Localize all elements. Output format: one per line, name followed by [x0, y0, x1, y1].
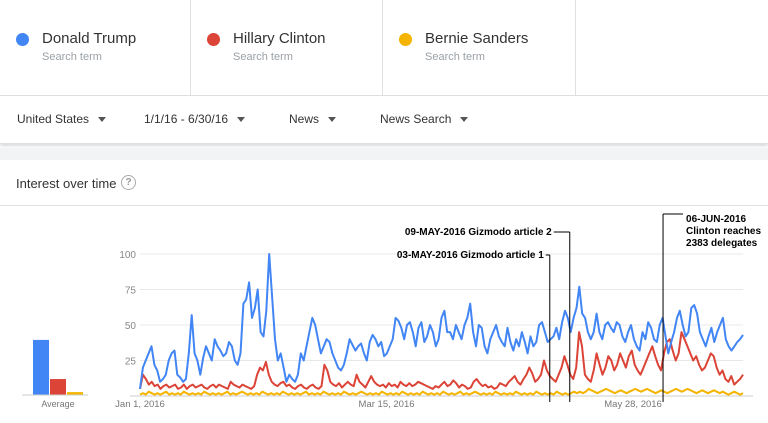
- series-line-bernie-sanders: [139, 387, 744, 396]
- region-label: United States: [17, 112, 90, 126]
- category-dropdown[interactable]: News: [289, 112, 337, 126]
- annotation-label: 09-MAY-2016 Gizmodo article 2: [405, 227, 552, 238]
- y-tick-label: 50: [125, 321, 137, 332]
- search-terms-bar: Donald Trump Search term Hillary Clinton…: [0, 0, 768, 96]
- x-tick-label: Jan 1, 2016: [115, 399, 165, 410]
- region-dropdown[interactable]: United States: [17, 112, 107, 126]
- search-term-name: Hillary Clinton: [233, 30, 326, 47]
- search-term-name: Donald Trump: [42, 30, 137, 47]
- category-label: News: [289, 112, 320, 126]
- caret-down-icon: [237, 117, 246, 123]
- date-range-label: 1/1/16 - 6/30/16: [144, 112, 229, 126]
- date-range-dropdown[interactable]: 1/1/16 - 6/30/16: [144, 112, 246, 126]
- annotation-label: 06-JUN-2016: [686, 214, 746, 225]
- series-color-dot: [399, 33, 412, 46]
- search-term-type: Search term: [42, 51, 102, 63]
- average-label: Average: [41, 399, 74, 409]
- caret-down-icon: [98, 117, 107, 123]
- caret-down-icon: [328, 117, 337, 123]
- y-tick-label: 100: [119, 250, 136, 261]
- average-bar: [33, 339, 49, 395]
- section-separator: [0, 148, 768, 160]
- card-title: Interest over time: [16, 176, 117, 191]
- series-line-donald-trump: [139, 253, 744, 390]
- annotation-label: 2383 delegates: [686, 238, 758, 249]
- help-circle-icon[interactable]: ?: [121, 175, 136, 190]
- annotation-label: 03-MAY-2016 Gizmodo article 1: [397, 250, 544, 261]
- search-term-card[interactable]: Bernie Sanders Search term: [383, 0, 576, 95]
- average-bar: [67, 392, 83, 395]
- interest-card-header: Interest over time ?: [0, 160, 768, 206]
- annotation-label: Clinton reaches: [686, 226, 761, 237]
- search-type-label: News Search: [380, 112, 452, 126]
- search-term-type: Search term: [233, 51, 293, 63]
- search-type-dropdown[interactable]: News Search: [380, 112, 469, 126]
- search-term-card[interactable]: Hillary Clinton Search term: [191, 0, 383, 95]
- search-term-name: Bernie Sanders: [425, 30, 529, 47]
- x-tick-label: May 28, 2016: [604, 399, 662, 410]
- filter-bar: United States 1/1/16 - 6/30/16 News News…: [0, 96, 768, 144]
- series-color-dot: [207, 33, 220, 46]
- caret-down-icon: [460, 117, 469, 123]
- average-bar: [50, 379, 66, 395]
- series-color-dot: [16, 33, 29, 46]
- y-tick-label: 25: [125, 357, 137, 368]
- search-term-type: Search term: [425, 51, 485, 63]
- series-line-hillary-clinton: [139, 331, 744, 390]
- x-tick-label: Mar 15, 2016: [359, 399, 415, 410]
- y-tick-label: 75: [125, 286, 137, 297]
- search-term-card[interactable]: Donald Trump Search term: [0, 0, 191, 95]
